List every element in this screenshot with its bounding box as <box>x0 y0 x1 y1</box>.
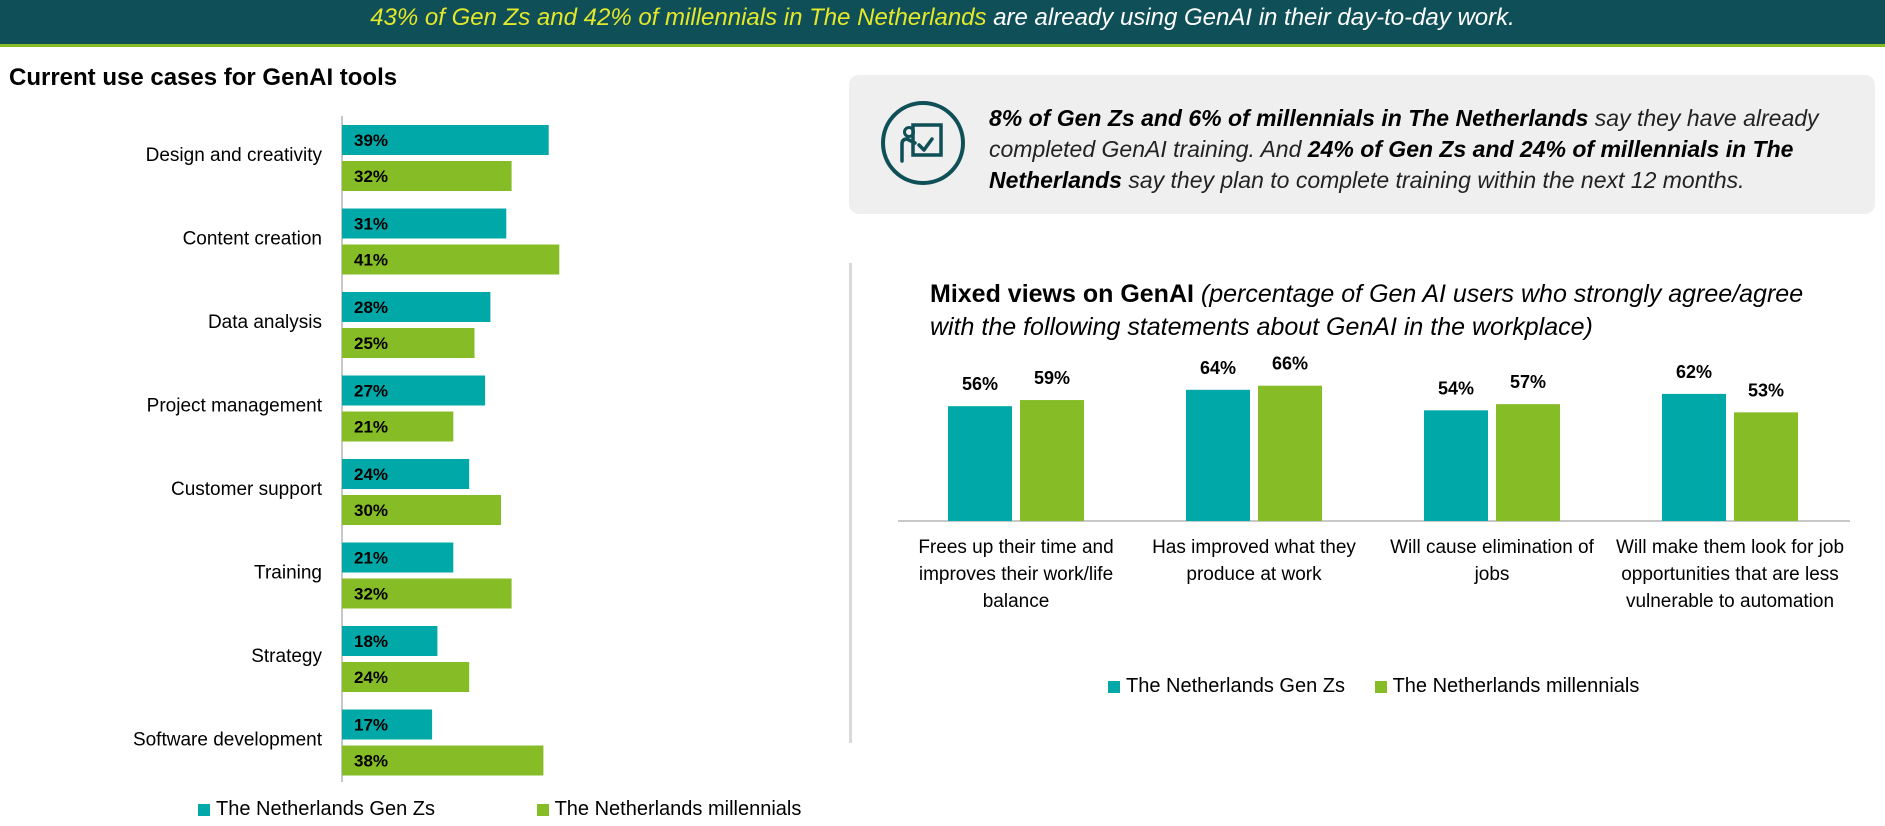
bar-genz-strategy <box>342 626 438 656</box>
legend-millennials-swatch <box>536 803 549 816</box>
callout-text-part2: say they have already completed GenAI tr… <box>989 105 1819 162</box>
bar-value-genz-design-and-creativity: 39% <box>354 131 388 150</box>
training-callout: 8% of Gen Zs and 6% of millennials in Th… <box>849 75 1875 214</box>
bar-genz-project-management <box>342 375 486 406</box>
bar-genz-software-development <box>342 709 433 740</box>
category-label-frees-up-their-time-and-improv: Frees up their time and improves their w… <box>918 537 1114 612</box>
banner-highlight: 43% of Gen Zs and 42% of millennials in … <box>370 4 987 31</box>
mixed-views-title-italic: (percentage of Gen AI users who strongly… <box>930 280 1804 341</box>
bar-value-millennials-project-management: 21% <box>354 418 388 437</box>
category-label-will-cause-elimination-of-jobs: Will cause elimination of jobs <box>1390 537 1594 585</box>
category-label-software-development: Software development <box>133 730 323 751</box>
legend2-genz-label: The Netherlands Gen Zs <box>1126 675 1345 697</box>
bar-value-millennials-will-make-them-look-for-job-op: 53% <box>1748 380 1784 400</box>
headline-banner: 43% of Gen Zs and 42% of millennials in … <box>0 0 1885 47</box>
bar-value-genz-project-management: 27% <box>354 382 388 401</box>
bar-millennials-data-analysis <box>342 328 475 358</box>
callout-stat-completed: 8% of Gen Zs and 6% of millennials in Th… <box>989 105 1589 131</box>
bar-millennials-software-development <box>342 745 544 776</box>
category-label-project-management: Project management <box>147 396 323 417</box>
mixed-views-legend: The Netherlands Gen Zs The Netherlands m… <box>1108 675 1639 699</box>
bar-genz-data-analysis <box>342 292 491 322</box>
bar-genz-frees-up-their-time-and-improv <box>948 406 1012 521</box>
category-label-will-make-them-look-for-job-op: Will make them look for job opportunitie… <box>1615 537 1845 612</box>
bar-millennials-project-management <box>342 411 454 442</box>
category-label-strategy: Strategy <box>251 646 322 667</box>
bar-millennials-design-and-creativity <box>342 161 512 191</box>
bar-value-genz-customer-support: 24% <box>354 465 388 484</box>
callout-text: 8% of Gen Zs and 6% of millennials in Th… <box>989 103 1819 196</box>
use-cases-bar-chart: Design and creativity 39% 32% Content creat… <box>133 116 560 782</box>
bar-genz-customer-support <box>342 459 470 489</box>
bar-value-millennials-training: 32% <box>354 585 388 604</box>
bar-millennials-content-creation <box>342 244 560 275</box>
legend2-genz-swatch <box>1108 680 1120 693</box>
bar-value-genz-frees-up-their-time-and-improv: 56% <box>962 374 998 394</box>
bar-genz-will-make-them-look-for-job-op <box>1662 393 1726 521</box>
bar-value-millennials-content-creation: 41% <box>354 251 388 270</box>
mixed-views-title-bold: Mixed views on GenAI <box>930 280 1194 308</box>
bar-value-millennials-strategy: 24% <box>354 668 388 687</box>
category-label-has-improved-what-they-produce: Has improved what they produce at work <box>1152 537 1356 585</box>
bar-millennials-has-improved-what-they-produce <box>1258 385 1322 521</box>
bar-genz-content-creation <box>342 208 507 239</box>
bar-value-genz-data-analysis: 28% <box>354 298 388 317</box>
bar-millennials-frees-up-their-time-and-improv <box>1020 400 1084 521</box>
mixed-views-title: Mixed views on GenAI (percentage of Gen … <box>930 278 1830 344</box>
bar-genz-training <box>342 542 454 573</box>
bar-millennials-training <box>342 578 512 609</box>
legend2-millennials: The Netherlands millennials <box>1374 675 1640 698</box>
bar-value-millennials-frees-up-their-time-and-improv: 59% <box>1034 368 1070 388</box>
category-label-data-analysis: Data analysis <box>208 312 322 333</box>
legend2-millennials-swatch <box>1374 680 1387 693</box>
bar-value-genz-content-creation: 31% <box>354 215 388 234</box>
bar-value-millennials-will-cause-elimination-of-jobs: 57% <box>1510 372 1546 392</box>
legend-millennials-label: The Netherlands millennials <box>554 798 802 820</box>
bar-value-millennials-design-and-creativity: 32% <box>354 167 388 186</box>
bar-value-genz-software-development: 17% <box>354 716 388 735</box>
legend-genz: The Netherlands Gen Zs <box>198 798 435 821</box>
use-cases-title: Current use cases for GenAI tools <box>9 64 398 91</box>
bar-genz-will-cause-elimination-of-jobs <box>1424 410 1488 521</box>
bar-millennials-strategy <box>342 662 470 692</box>
category-label-customer-support: Customer support <box>171 479 323 500</box>
bar-value-genz-has-improved-what-they-produce: 64% <box>1200 358 1236 378</box>
bar-genz-design-and-creativity <box>342 125 549 155</box>
mixed-views-bar-chart: 56% 59% 64% 66% 54% 57% 62% 53% <box>898 354 1850 522</box>
presentation-board-check-icon <box>881 101 965 185</box>
callout-text-part4: say they plan to complete training withi… <box>1121 167 1745 193</box>
bar-value-genz-will-make-them-look-for-job-op: 62% <box>1676 362 1712 382</box>
bar-millennials-will-cause-elimination-of-jobs <box>1496 404 1560 521</box>
legend2-millennials-label: The Netherlands millennials <box>1392 675 1640 697</box>
bar-value-genz-strategy: 18% <box>354 632 388 651</box>
bar-millennials-customer-support <box>342 495 501 525</box>
use-cases-legend: The Netherlands Gen Zs The Netherlands m… <box>198 798 801 822</box>
bar-value-millennials-has-improved-what-they-produce: 66% <box>1272 354 1308 374</box>
bar-value-millennials-data-analysis: 25% <box>354 334 388 353</box>
bar-value-genz-training: 21% <box>354 549 388 568</box>
legend2-genz: The Netherlands Gen Zs <box>1108 675 1345 698</box>
category-label-design-and-creativity: Design and creativity <box>146 145 323 166</box>
banner-text: are already using GenAI in their day-to-… <box>986 4 1515 31</box>
category-label-content-creation: Content creation <box>183 229 322 250</box>
legend-genz-label: The Netherlands Gen Zs <box>216 798 435 820</box>
callout-stat-planned: 24% of Gen Zs and 24% of millennials in … <box>989 136 1794 193</box>
section-divider <box>849 263 852 743</box>
bar-value-millennials-customer-support: 30% <box>354 501 388 520</box>
bar-value-genz-will-cause-elimination-of-jobs: 54% <box>1438 378 1474 398</box>
bar-millennials-will-make-them-look-for-job-op <box>1734 412 1798 521</box>
bar-genz-has-improved-what-they-produce <box>1186 389 1250 521</box>
bar-value-millennials-software-development: 38% <box>354 752 388 771</box>
category-label-training: Training <box>254 563 322 584</box>
legend-millennials: The Netherlands millennials <box>536 798 802 821</box>
legend-genz-swatch <box>198 803 210 816</box>
